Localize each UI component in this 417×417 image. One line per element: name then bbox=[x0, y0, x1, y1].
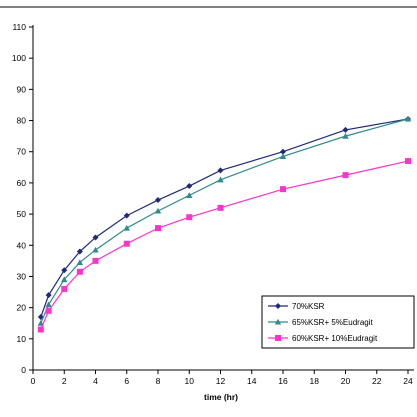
data-point bbox=[155, 225, 161, 232]
x-axis: 0 2 4 6 8 10 12 14 16 18 20 22 24 bbox=[31, 369, 414, 386]
data-point bbox=[61, 285, 68, 292]
series-2 bbox=[37, 115, 412, 326]
y-tick-label: 30 bbox=[17, 271, 27, 281]
data-point bbox=[274, 318, 282, 325]
x-tick-label: 6 bbox=[124, 376, 129, 386]
data-point bbox=[61, 276, 68, 283]
x-tick-label: 12 bbox=[216, 376, 226, 386]
data-point bbox=[92, 234, 99, 241]
data-point bbox=[92, 257, 99, 264]
data-point bbox=[155, 197, 161, 204]
data-point bbox=[123, 224, 130, 231]
y-tick-label: 70 bbox=[17, 147, 27, 157]
data-point bbox=[217, 167, 224, 174]
series-lines bbox=[37, 115, 412, 333]
y-tick-label: 40 bbox=[17, 240, 27, 250]
x-tick-label: 22 bbox=[372, 376, 382, 386]
data-point bbox=[217, 176, 224, 183]
data-point bbox=[405, 158, 411, 165]
y-tick-label: 110 bbox=[12, 22, 26, 32]
series-line bbox=[40, 160, 409, 330]
legend-entry: 65%KSR+ 5%Eudragit bbox=[268, 318, 373, 327]
y-tick-label: 90 bbox=[17, 84, 27, 94]
data-point bbox=[280, 148, 286, 155]
legend-label: 65%KSR+ 5%Eudragit bbox=[292, 318, 373, 327]
series-line bbox=[40, 118, 409, 324]
y-tick-label: 50 bbox=[17, 209, 27, 219]
x-tick-label: 16 bbox=[278, 376, 288, 386]
x-axis-title: time (hr) bbox=[204, 392, 238, 402]
data-point bbox=[342, 132, 349, 139]
data-point bbox=[123, 240, 130, 247]
data-point bbox=[76, 259, 84, 265]
data-point bbox=[154, 207, 162, 214]
x-tick-label: 24 bbox=[403, 376, 413, 386]
x-tick-label: 20 bbox=[341, 376, 351, 386]
series-3 bbox=[37, 158, 411, 333]
data-point bbox=[186, 192, 193, 198]
data-point bbox=[45, 301, 52, 308]
data-point bbox=[123, 212, 130, 219]
x-tick-label: 8 bbox=[156, 376, 161, 386]
series-1 bbox=[37, 115, 411, 320]
data-point bbox=[37, 326, 44, 333]
legend-label: 70%KSR bbox=[292, 302, 325, 311]
data-point bbox=[76, 268, 83, 275]
x-tick-label: 0 bbox=[31, 376, 36, 386]
x-tick-label: 2 bbox=[62, 376, 67, 386]
data-point bbox=[92, 246, 99, 253]
data-point bbox=[342, 126, 349, 133]
data-point bbox=[404, 115, 412, 122]
data-point bbox=[279, 153, 287, 159]
data-point bbox=[45, 292, 52, 299]
data-point bbox=[342, 172, 349, 179]
y-tick-label: 20 bbox=[17, 303, 27, 313]
legend-entry: 70%KSR bbox=[268, 302, 325, 311]
legend-entry: 60%KSR+ 10%Eudragit bbox=[268, 334, 378, 343]
data-point bbox=[280, 186, 286, 193]
data-point bbox=[186, 214, 193, 221]
series-line bbox=[40, 118, 409, 318]
y-tick-label: 80 bbox=[17, 116, 27, 126]
x-tick-label: 10 bbox=[185, 376, 195, 386]
y-tick-label: 10 bbox=[17, 334, 27, 344]
data-point bbox=[186, 183, 193, 190]
y-tick-label: 60 bbox=[17, 178, 27, 188]
legend: 70%KSR 65%KSR+ 5%Eudragit 60%KSR+ 10%Eudra… bbox=[261, 295, 415, 349]
x-tick-label: 18 bbox=[310, 376, 320, 386]
data-point bbox=[217, 204, 224, 211]
data-point bbox=[76, 248, 83, 255]
y-tick-label: 0 bbox=[21, 365, 26, 375]
y-axis: 0 10 20 30 40 50 60 70 80 90 100 110 bbox=[12, 22, 34, 375]
data-point bbox=[275, 303, 281, 309]
x-tick-label: 4 bbox=[93, 376, 98, 386]
data-point bbox=[275, 335, 281, 341]
legend-label: 60%KSR+ 10%Eudragit bbox=[292, 334, 378, 343]
data-point bbox=[61, 267, 68, 274]
x-tick-label: 14 bbox=[247, 376, 257, 386]
data-point bbox=[45, 307, 52, 314]
y-tick-label: 100 bbox=[12, 53, 26, 63]
